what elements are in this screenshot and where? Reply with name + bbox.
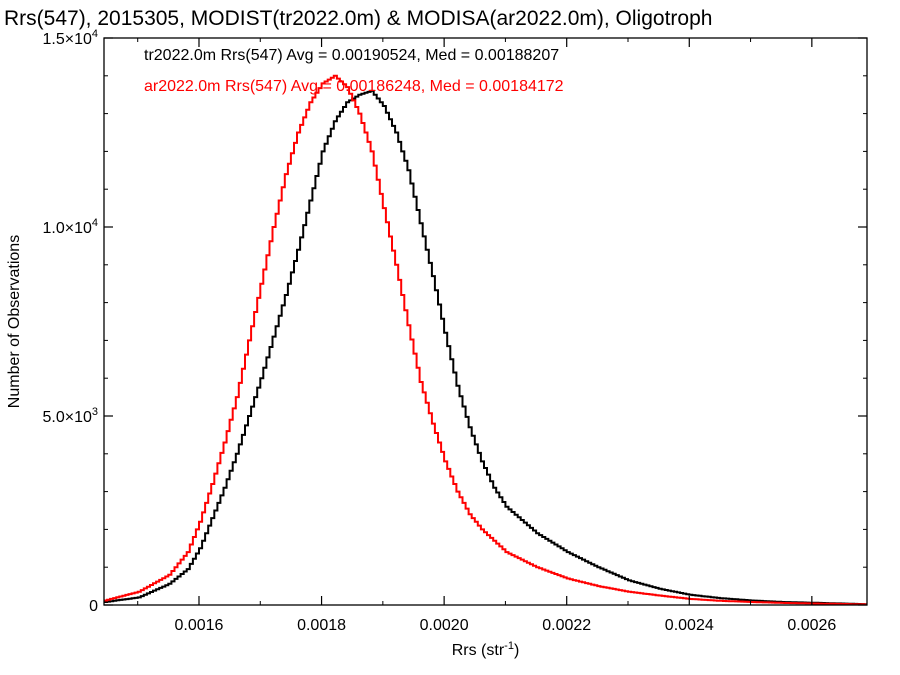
y-axis-label: Number of Observations [6,235,23,408]
y-tick-label-3: 1.5×104 [42,28,98,48]
x-tick-label-0: 0.0016 [175,617,224,634]
x-axis-label-close: ) [514,642,519,659]
x-tick-label-2: 0.0020 [420,617,469,634]
x-tick-label-5: 0.0026 [787,617,836,634]
y-tick-label-1: 5.0×103 [42,406,98,426]
x-axis-label-superscript: -1 [504,640,514,652]
chart-title: Rrs(547), 2015305, MODIST(tr2022.0m) & M… [4,7,712,30]
histogram-series-1 [104,74,867,606]
x-tick-label-4: 0.0024 [665,617,714,634]
histogram-series-0 [104,89,867,606]
x-tick-label-3: 0.0022 [542,617,591,634]
y-tick-label-0: 0 [89,598,98,615]
x-axis-label-text: Rrs (str [452,642,505,659]
x-tick-label-1: 0.0018 [297,617,346,634]
y-tick-label-2: 1.0×104 [42,217,98,237]
plot-frame [103,37,868,606]
x-axis-label: Rrs (str-1) [452,640,520,659]
annotation-0: tr2022.0m Rrs(547) Avg = 0.00190524, Med… [144,47,559,64]
annotation-1: ar2022.0m Rrs(547) Avg = 0.00186248, Med… [144,78,564,95]
